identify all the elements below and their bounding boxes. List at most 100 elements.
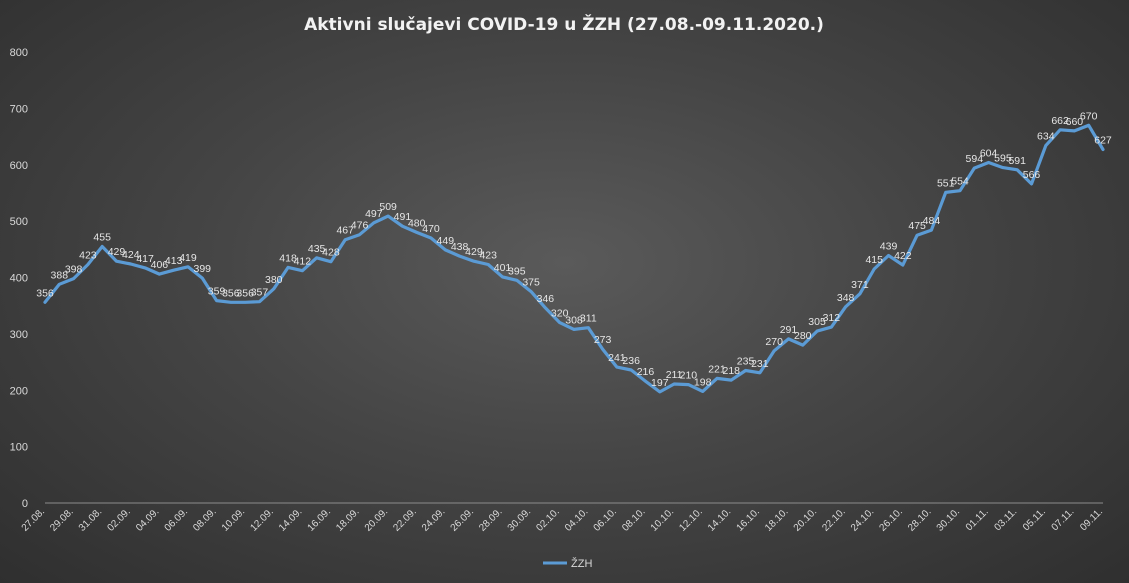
- data-label: 235: [737, 356, 755, 368]
- data-label: 221: [708, 363, 726, 375]
- x-tick-label: 22.10.: [820, 506, 847, 533]
- data-label: 236: [622, 355, 640, 367]
- x-tick-label: 29.08.: [48, 506, 75, 533]
- data-label: 415: [865, 254, 883, 266]
- data-label: 359: [208, 286, 226, 298]
- data-label: 428: [322, 247, 340, 259]
- data-label: 197: [651, 377, 669, 389]
- x-tick-label: 26.09.: [449, 506, 476, 533]
- data-label: 312: [823, 312, 841, 324]
- data-label: 660: [1066, 116, 1084, 128]
- x-tick-label: 30.10.: [935, 506, 962, 533]
- x-tick-label: 03.11.: [992, 506, 1019, 533]
- data-label: 375: [522, 277, 540, 289]
- data-label: 419: [179, 252, 197, 264]
- data-label: 435: [308, 243, 326, 255]
- data-label: 210: [680, 370, 698, 382]
- x-tick-label: 16.10.: [735, 506, 762, 533]
- y-tick-label: 500: [10, 216, 28, 228]
- legend-label: ŽZH: [571, 557, 592, 570]
- data-label: 346: [537, 293, 555, 305]
- data-label: 594: [966, 153, 984, 165]
- data-label: 395: [508, 265, 526, 277]
- x-tick-label: 08.10.: [620, 506, 647, 533]
- x-tick-label: 26.10.: [878, 506, 905, 533]
- data-label: 399: [194, 263, 212, 275]
- data-label: 439: [880, 241, 898, 253]
- data-label: 211: [666, 369, 683, 381]
- data-label: 423: [479, 250, 497, 262]
- data-label: 311: [580, 313, 597, 325]
- data-label: 356: [36, 287, 54, 299]
- data-label: 591: [1008, 155, 1026, 167]
- data-label: 476: [351, 220, 369, 232]
- data-label: 241: [608, 352, 626, 364]
- x-tick-label: 28.10.: [906, 506, 933, 533]
- x-tick-label: 07.11.: [1050, 506, 1077, 533]
- x-tick-label: 14.10.: [706, 506, 733, 533]
- y-tick-label: 0: [22, 498, 28, 510]
- data-label: 475: [908, 220, 926, 232]
- data-label: 604: [980, 147, 998, 159]
- data-label: 422: [894, 250, 912, 262]
- x-tick-label: 10.09.: [220, 506, 247, 533]
- x-tick-label: 06.09.: [163, 506, 190, 533]
- x-tick-label: 16.09.: [306, 506, 333, 533]
- x-tick-label: 31.08.: [77, 506, 104, 533]
- data-label: 270: [765, 336, 783, 348]
- x-tick-label: 02.10.: [534, 506, 561, 533]
- series-line-zzh: [43, 123, 1105, 394]
- data-label: 554: [951, 176, 969, 188]
- data-label: 480: [408, 217, 426, 229]
- data-label: 231: [751, 358, 769, 370]
- data-labels: 3563883984234554294244174064134193993593…: [36, 110, 1112, 389]
- x-tick-label: 10.10.: [649, 506, 676, 533]
- data-label: 467: [336, 225, 354, 237]
- data-label: 198: [694, 376, 712, 388]
- data-label: 348: [837, 292, 855, 304]
- data-label: 406: [151, 259, 169, 271]
- x-tick-label: 04.10.: [563, 506, 590, 533]
- data-label: 388: [51, 269, 69, 281]
- data-label: 280: [794, 330, 812, 342]
- x-tick-label: 22.09.: [391, 506, 418, 533]
- data-label: 273: [594, 334, 612, 346]
- legend: ŽZH: [543, 557, 592, 570]
- x-tick-label: 14.09.: [277, 506, 304, 533]
- y-tick-label: 200: [10, 385, 28, 397]
- data-label: 356: [236, 287, 254, 299]
- data-label: 429: [465, 246, 483, 258]
- x-tick-label: 20.10.: [792, 506, 819, 533]
- x-tick-label: 18.10.: [763, 506, 790, 533]
- data-label: 371: [851, 279, 869, 291]
- data-label: 308: [565, 314, 583, 326]
- x-tick-label: 24.10.: [849, 506, 876, 533]
- data-label: 356: [222, 287, 240, 299]
- data-label: 509: [379, 201, 397, 213]
- data-label: 438: [451, 241, 469, 253]
- data-label: 357: [251, 287, 269, 299]
- y-tick-label: 800: [10, 47, 28, 59]
- data-label: 634: [1037, 131, 1055, 143]
- data-label: 449: [437, 235, 455, 247]
- x-tick-label: 01.11.: [964, 506, 991, 533]
- data-label: 423: [79, 250, 97, 262]
- y-tick-label: 700: [10, 103, 28, 115]
- x-tick-label: 06.10.: [592, 506, 619, 533]
- y-axis: 0 100 200 300 400 500 600 700 800: [10, 47, 28, 510]
- chart-title: Aktivni slučajevi COVID-19 u ŽZH (27.08.…: [304, 13, 824, 35]
- data-label: 455: [93, 231, 111, 243]
- data-label: 398: [65, 264, 83, 276]
- x-tick-label: 20.09.: [363, 506, 390, 533]
- data-label: 595: [994, 153, 1012, 165]
- data-label: 380: [265, 274, 283, 286]
- x-tick-label: 05.11.: [1021, 506, 1048, 533]
- data-label: 417: [136, 253, 154, 265]
- data-label: 470: [422, 223, 440, 235]
- data-label: 305: [808, 316, 826, 328]
- x-tick-label: 24.09.: [420, 506, 447, 533]
- data-label: 662: [1051, 115, 1069, 127]
- x-tick-label: 08.09.: [191, 506, 218, 533]
- data-label: 291: [780, 324, 798, 336]
